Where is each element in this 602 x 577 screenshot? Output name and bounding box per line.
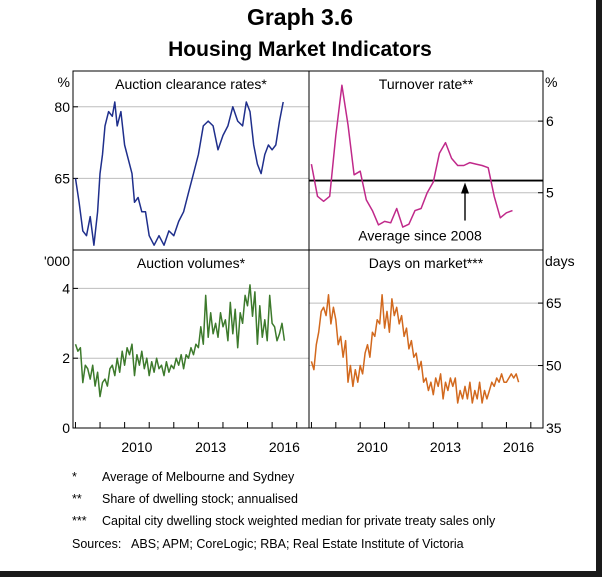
panel-bottom-right-title: Days on market*** [369,255,484,271]
graph-subtitle: Housing Market Indicators [168,38,432,61]
panel-top-right-series-line-0 [310,84,513,228]
panel-bottom-right-ytick-label-1: 50 [546,358,562,374]
footnote-2: ** Share of dwelling stock; annualised [72,492,298,506]
panel-bottom-right-xtick-label-0: 2010 [357,439,388,455]
panel-top-right-average-label: Average since 2008 [358,228,482,244]
panel-bottom-right-xtick-label-2: 2016 [503,439,534,455]
footnote-1-mark: * [72,470,77,484]
footnote-1-text: Average of Melbourne and Sydney [102,470,295,484]
footnote-3: *** Capital city dwelling stock weighted … [72,514,495,528]
panel-top-left-series-line-0 [74,101,284,246]
panel-bottom-left-ytick-label-2: 4 [62,280,70,296]
panel-bottom-right-xtick-label-1: 2013 [430,439,461,455]
panel-bottom-left-xtick-label-0: 2010 [121,439,152,455]
panel-bottom-left-xtick-label-2: 2016 [269,439,300,455]
panel-top-left-unit-label: % [58,74,70,90]
panel-top-right-title: Turnover rate** [379,76,474,92]
panel-bottom-left-xtick-label-1: 2013 [195,439,226,455]
panel-top-left-ytick-label-2: 80 [54,99,70,115]
graph-title: Graph 3.6 [246,4,354,30]
frame-right-edge [596,0,602,577]
panel-top-left-title: Auction clearance rates* [115,76,267,92]
panel-bottom-left-ytick-label-0: 0 [62,420,70,436]
panel-bottom-left-series-line-0 [74,284,286,398]
panel-top-left-ytick-label-1: 65 [54,170,70,186]
footnote-1: * Average of Melbourne and Sydney [72,470,294,484]
footnote-2-mark: ** [72,492,82,506]
frame-bottom-edge [0,571,602,577]
footnote-2-text: Share of dwelling stock; annualised [102,492,298,506]
panel-bottom-right-ytick-label-2: 65 [546,295,562,311]
panel-bottom-left-unit-label: '000 [44,253,70,269]
panel-top-right-ytick-label-1: 6 [546,113,554,129]
panel-bottom-left-ytick-label-1: 2 [62,350,70,366]
panel-top-right-unit-label: % [545,74,557,90]
panel-top-right-average-arrow-head [461,182,469,194]
panel-bottom-left-title: Auction volumes* [137,255,246,271]
panel-bottom-right-ytick-label-0: 35 [546,420,562,436]
sources-line: Sources: ABS; APM; CoreLogic; RBA; Real … [72,537,464,551]
footnote-3-mark: *** [72,514,87,528]
footnote-3-text: Capital city dwelling stock weighted med… [102,514,496,528]
panel-bottom-right-unit-label: days [545,253,575,269]
panel-top-right-ytick-label-0: 5 [546,185,554,201]
panel-bottom-right-series-line-0 [310,294,520,404]
